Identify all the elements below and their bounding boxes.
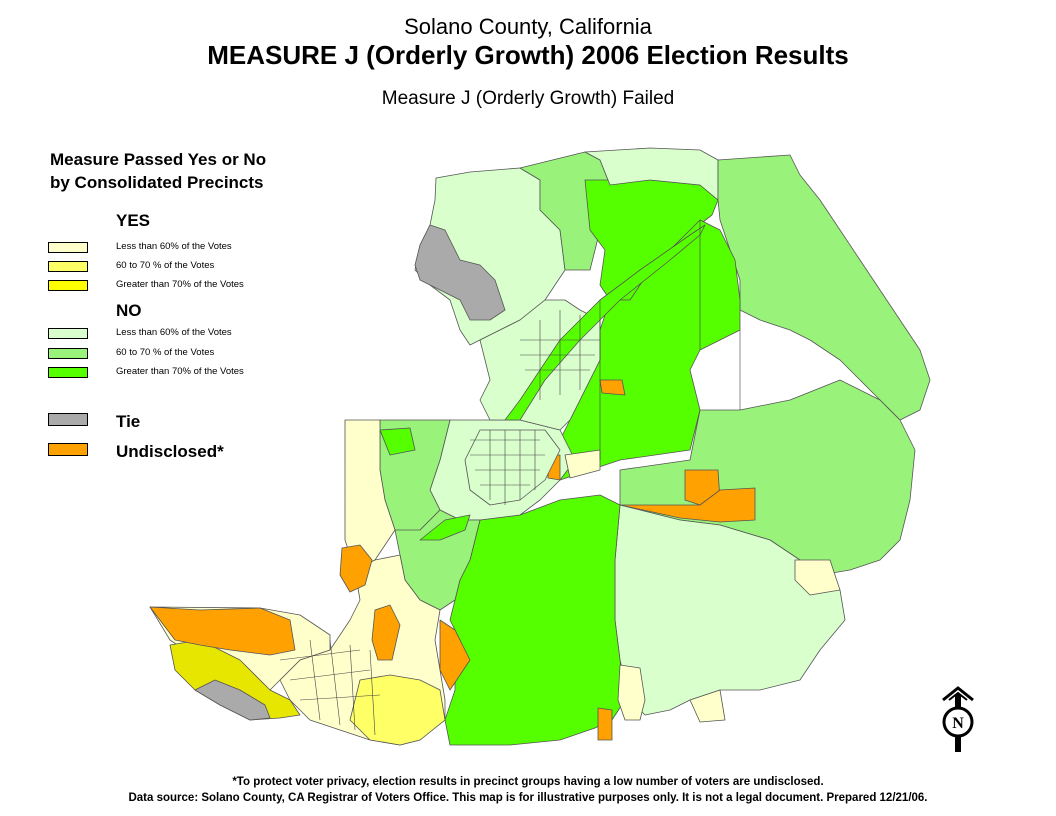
map-subtitle-county: Solano County, California: [404, 14, 652, 39]
precinct-region: [349, 674, 446, 746]
legend-no-label: NO: [116, 301, 142, 320]
legend-heading: Measure Passed Yes or No by Consolidated…: [50, 148, 266, 194]
precinct-region: [717, 154, 931, 421]
precinct-region: [584, 179, 719, 301]
legend-item-label: Greater than 70% of the Votes: [116, 366, 244, 377]
legend-swatch: [48, 241, 88, 253]
legend-item-label: 60 to 70 % of the Votes: [116, 347, 215, 358]
precinct-region: [504, 224, 706, 421]
precinct-region: [564, 449, 601, 479]
legend-undisclosed-label: Undisclosed*: [116, 442, 224, 461]
precinct-region: [519, 151, 611, 271]
precinct-region: [279, 554, 446, 746]
map-title: MEASURE J (Orderly Growth) 2006 Election…: [207, 40, 849, 70]
legend-swatch: [48, 366, 88, 378]
north-arrow-letter: N: [952, 715, 964, 732]
precinct-region: [439, 619, 471, 691]
precinct-region: [597, 707, 613, 741]
precinct-region: [619, 379, 916, 576]
precinct-region: [599, 379, 626, 396]
precinct-region: [619, 487, 756, 523]
precinct-region: [344, 419, 396, 571]
legend-yes-label: YES: [116, 211, 151, 230]
precinct-region: [379, 419, 451, 541]
north-arrow-icon: N: [935, 686, 981, 759]
precinct-region: [479, 299, 601, 431]
footer-privacy-note: *To protect voter privacy, election resu…: [232, 776, 824, 788]
precinct-region: [614, 504, 846, 716]
legend-swatch: [48, 347, 88, 359]
legend-item-label: Less than 60% of the Votes: [116, 241, 232, 252]
precinct-region: [444, 494, 626, 746]
precinct-region: [689, 689, 726, 723]
precinct-region: [684, 469, 721, 506]
precinct-region: [194, 679, 271, 721]
legend-swatch: [48, 327, 88, 339]
precinct-region: [414, 224, 506, 321]
precinct-region: [414, 167, 566, 346]
precinct-region: [149, 606, 331, 691]
precinct-region: [419, 514, 471, 541]
legend-tie-label: Tie: [116, 412, 141, 431]
precinct-region: [149, 606, 296, 656]
legend-swatch: [48, 260, 88, 272]
legend-item-label: Less than 60% of the Votes: [116, 327, 232, 338]
legend-swatch: [48, 442, 88, 456]
precinct-region: [584, 147, 719, 201]
legend-heading-line2: by Consolidated Precincts: [50, 173, 264, 192]
precinct-region: [429, 419, 576, 521]
legend-item-label: 60 to 70 % of the Votes: [116, 260, 215, 271]
precinct-region: [547, 454, 561, 481]
legend-swatch: [48, 412, 88, 426]
precinct-region: [464, 429, 561, 506]
precinct-region: [169, 639, 301, 721]
footer-data-source: Data source: Solano County, CA Registrar…: [128, 792, 928, 804]
precinct-region: [794, 559, 841, 596]
legend-swatch: [48, 279, 88, 291]
precinct-region: [379, 427, 416, 456]
legend-item-label: Greater than 70% of the Votes: [116, 279, 244, 290]
legend-heading-line1: Measure Passed Yes or No: [50, 150, 267, 169]
precinct-region: [371, 604, 401, 661]
precinct-region: [339, 544, 373, 593]
precinct-region: [394, 509, 481, 611]
precinct-region: [549, 219, 741, 481]
measure-result: Measure J (Orderly Growth) Failed: [381, 88, 675, 109]
precinct-region: [617, 664, 646, 721]
